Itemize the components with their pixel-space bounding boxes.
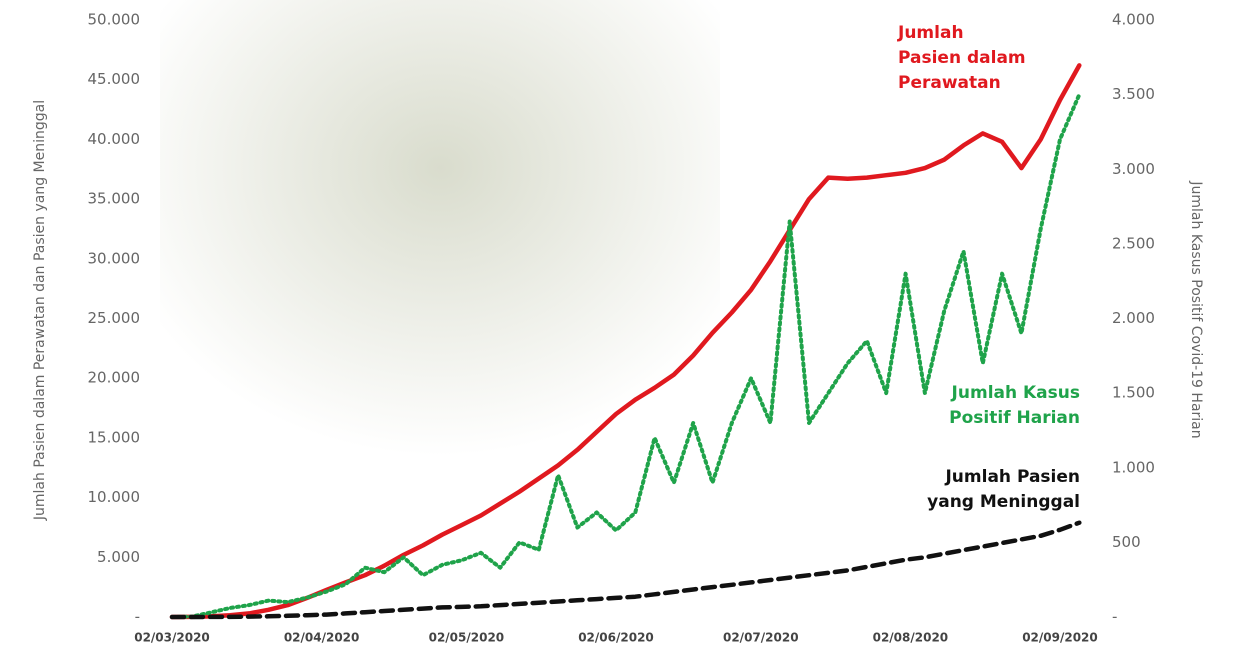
y2-tick-label: 3.000 <box>1112 160 1155 178</box>
y2-tick-label: - <box>1112 608 1117 626</box>
series-annotation: Pasien dalam <box>898 48 1026 68</box>
x-tick-label: 02/06/2020 <box>578 631 654 645</box>
x-tick-label: 02/08/2020 <box>873 631 949 645</box>
x-tick-label: 02/07/2020 <box>723 631 799 645</box>
y-tick-label: - <box>135 608 140 626</box>
y2-tick-label: 1.000 <box>1112 458 1155 476</box>
series-annotation: Jumlah Pasien <box>944 467 1080 487</box>
y2-tick-label: 4.000 <box>1112 11 1155 29</box>
y2-tick-label: 500 <box>1112 533 1141 551</box>
y2-tick-label: 1.500 <box>1112 384 1155 402</box>
series-line <box>170 92 1082 619</box>
series-annotation: Jumlah Kasus <box>951 383 1080 403</box>
y2-tick-label: 2.000 <box>1112 309 1155 327</box>
series-line <box>169 520 1082 620</box>
y-tick-label: 20.000 <box>88 369 141 387</box>
y-tick-label: 45.000 <box>88 70 141 88</box>
y2-axis-title: Jumlah Kasus Positif Covid-19 Harian <box>1188 180 1204 438</box>
y-tick-label: 10.000 <box>88 488 141 506</box>
y-tick-label: 25.000 <box>88 309 141 327</box>
x-tick-label: 02/04/2020 <box>284 631 360 645</box>
x-tick-label: 02/09/2020 <box>1022 631 1098 645</box>
x-tick-label: 02/03/2020 <box>134 631 210 645</box>
y2-tick-label: 3.500 <box>1112 85 1155 103</box>
series-annotation: Positif Harian <box>949 408 1080 428</box>
series-annotation: Perawatan <box>898 73 1001 93</box>
background-photo <box>160 0 720 480</box>
y-tick-label: 35.000 <box>88 190 141 208</box>
y-tick-label: 50.000 <box>88 11 141 29</box>
y2-tick-label: 2.500 <box>1112 234 1155 252</box>
y-tick-label: 5.000 <box>97 548 140 566</box>
series-annotation: yang Meninggal <box>927 492 1080 512</box>
series-annotation: Jumlah <box>897 23 964 43</box>
y-tick-label: 40.000 <box>88 130 141 148</box>
y-axis-title: Jumlah Pasien dalam Perawatan dan Pasien… <box>32 100 48 521</box>
y-tick-label: 30.000 <box>88 249 141 267</box>
x-tick-label: 02/05/2020 <box>429 631 505 645</box>
y-tick-label: 15.000 <box>88 428 141 446</box>
